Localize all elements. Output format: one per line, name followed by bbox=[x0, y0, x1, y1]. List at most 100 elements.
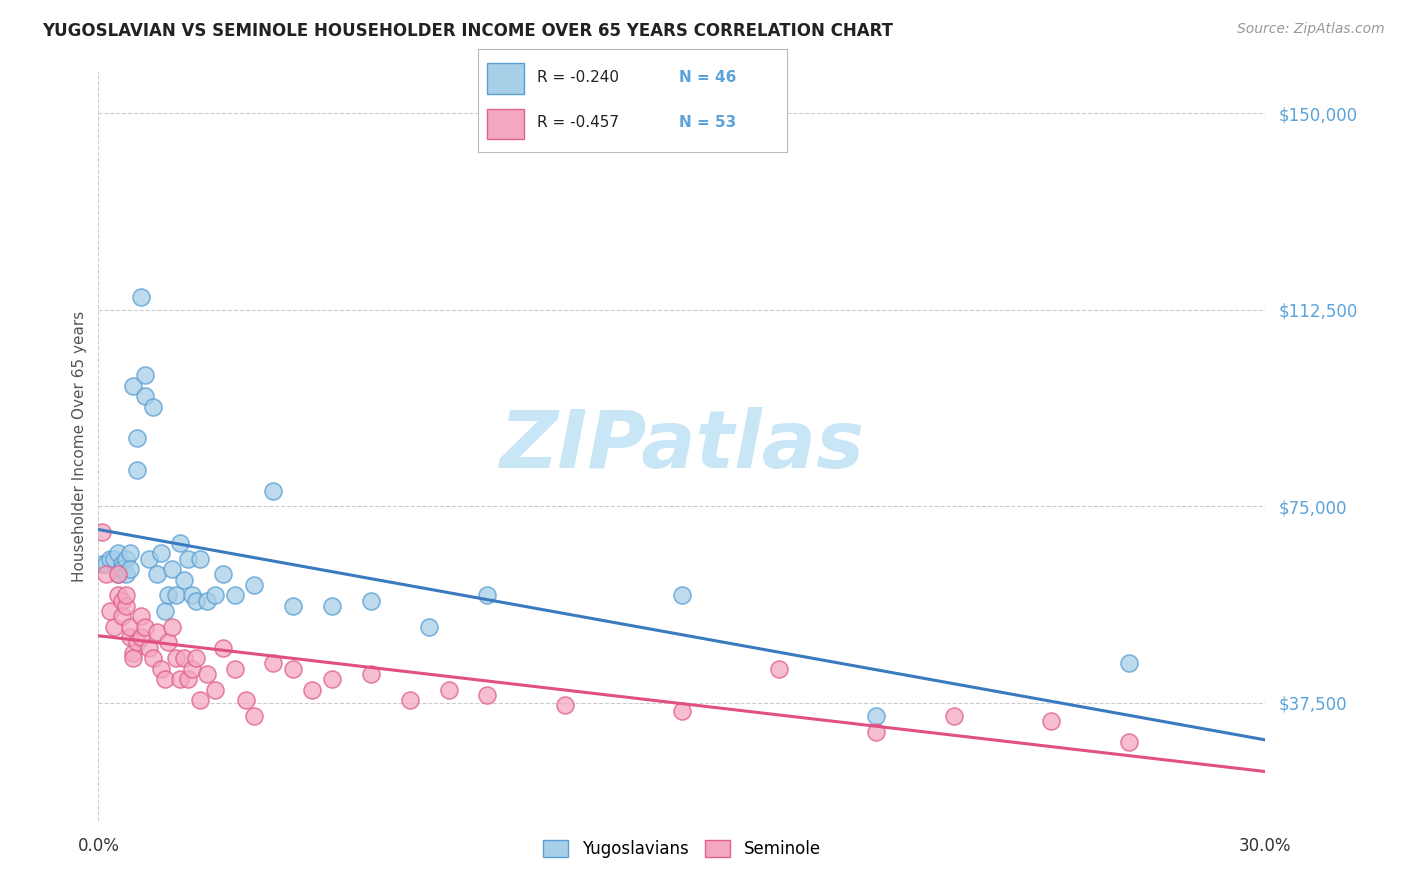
Point bbox=[173, 651, 195, 665]
Point bbox=[98, 551, 121, 566]
Point bbox=[111, 562, 134, 576]
Text: Source: ZipAtlas.com: Source: ZipAtlas.com bbox=[1237, 22, 1385, 37]
Point bbox=[437, 682, 460, 697]
Point bbox=[184, 593, 207, 607]
Point bbox=[768, 662, 790, 676]
Point bbox=[122, 378, 145, 392]
Point bbox=[96, 567, 118, 582]
Point bbox=[129, 290, 152, 304]
Point bbox=[212, 567, 235, 582]
Point bbox=[127, 462, 149, 476]
Text: YUGOSLAVIAN VS SEMINOLE HOUSEHOLDER INCOME OVER 65 YEARS CORRELATION CHART: YUGOSLAVIAN VS SEMINOLE HOUSEHOLDER INCO… bbox=[42, 22, 893, 40]
Text: ZIPatlas: ZIPatlas bbox=[499, 407, 865, 485]
Point bbox=[162, 620, 184, 634]
Point bbox=[224, 662, 246, 676]
Point bbox=[321, 599, 343, 613]
Point bbox=[321, 672, 343, 686]
Point bbox=[157, 588, 180, 602]
Point bbox=[153, 604, 176, 618]
Point bbox=[671, 588, 693, 602]
Point bbox=[138, 640, 160, 655]
Point bbox=[1118, 735, 1140, 749]
Point bbox=[180, 662, 202, 676]
Point bbox=[204, 588, 226, 602]
Point bbox=[169, 536, 191, 550]
Point bbox=[138, 551, 160, 566]
Point bbox=[204, 682, 226, 697]
Point bbox=[114, 551, 136, 566]
Point bbox=[398, 693, 420, 707]
Text: N = 46: N = 46 bbox=[679, 70, 737, 86]
Point bbox=[262, 483, 284, 498]
Point bbox=[165, 588, 187, 602]
Point bbox=[281, 662, 304, 676]
Point bbox=[122, 651, 145, 665]
Point bbox=[118, 546, 141, 560]
Point bbox=[134, 389, 156, 403]
Point bbox=[865, 724, 887, 739]
Point bbox=[134, 620, 156, 634]
Point bbox=[146, 567, 169, 582]
Point bbox=[142, 651, 165, 665]
Point bbox=[103, 551, 125, 566]
Point bbox=[111, 557, 134, 571]
Point bbox=[114, 588, 136, 602]
Point bbox=[554, 698, 576, 713]
Point bbox=[1118, 657, 1140, 671]
Point bbox=[212, 640, 235, 655]
Point bbox=[107, 546, 129, 560]
FancyBboxPatch shape bbox=[488, 63, 524, 95]
Point bbox=[360, 593, 382, 607]
Point bbox=[162, 562, 184, 576]
Point bbox=[418, 620, 440, 634]
Point bbox=[129, 609, 152, 624]
Text: N = 53: N = 53 bbox=[679, 115, 737, 130]
Point bbox=[165, 651, 187, 665]
Point bbox=[118, 562, 141, 576]
Point bbox=[177, 551, 200, 566]
Point bbox=[157, 635, 180, 649]
Point bbox=[91, 557, 114, 571]
Point bbox=[114, 599, 136, 613]
Point bbox=[865, 709, 887, 723]
Point bbox=[91, 525, 114, 540]
Point bbox=[262, 657, 284, 671]
Point bbox=[195, 667, 218, 681]
Point bbox=[173, 573, 195, 587]
Point bbox=[153, 672, 176, 686]
Point bbox=[103, 620, 125, 634]
Point bbox=[180, 588, 202, 602]
Point bbox=[169, 672, 191, 686]
Point bbox=[142, 400, 165, 414]
Point bbox=[235, 693, 257, 707]
Point bbox=[127, 635, 149, 649]
Point bbox=[188, 551, 211, 566]
Point bbox=[107, 588, 129, 602]
Point bbox=[184, 651, 207, 665]
Point bbox=[107, 567, 129, 582]
Point bbox=[943, 709, 966, 723]
Point bbox=[243, 578, 266, 592]
Text: R = -0.457: R = -0.457 bbox=[537, 115, 619, 130]
Point bbox=[281, 599, 304, 613]
Point bbox=[671, 704, 693, 718]
Point bbox=[149, 546, 172, 560]
Text: R = -0.240: R = -0.240 bbox=[537, 70, 619, 86]
Point bbox=[118, 620, 141, 634]
Point bbox=[224, 588, 246, 602]
Legend: Yugoslavians, Seminole: Yugoslavians, Seminole bbox=[537, 833, 827, 864]
Point bbox=[96, 557, 118, 571]
Point bbox=[360, 667, 382, 681]
FancyBboxPatch shape bbox=[488, 109, 524, 139]
Point bbox=[1040, 714, 1063, 728]
Point bbox=[477, 688, 499, 702]
Point bbox=[111, 593, 134, 607]
Point bbox=[149, 662, 172, 676]
Point bbox=[118, 630, 141, 644]
Point bbox=[177, 672, 200, 686]
Y-axis label: Householder Income Over 65 years: Householder Income Over 65 years bbox=[72, 310, 87, 582]
Point bbox=[98, 604, 121, 618]
Point bbox=[477, 588, 499, 602]
Point bbox=[146, 625, 169, 640]
Point bbox=[301, 682, 323, 697]
